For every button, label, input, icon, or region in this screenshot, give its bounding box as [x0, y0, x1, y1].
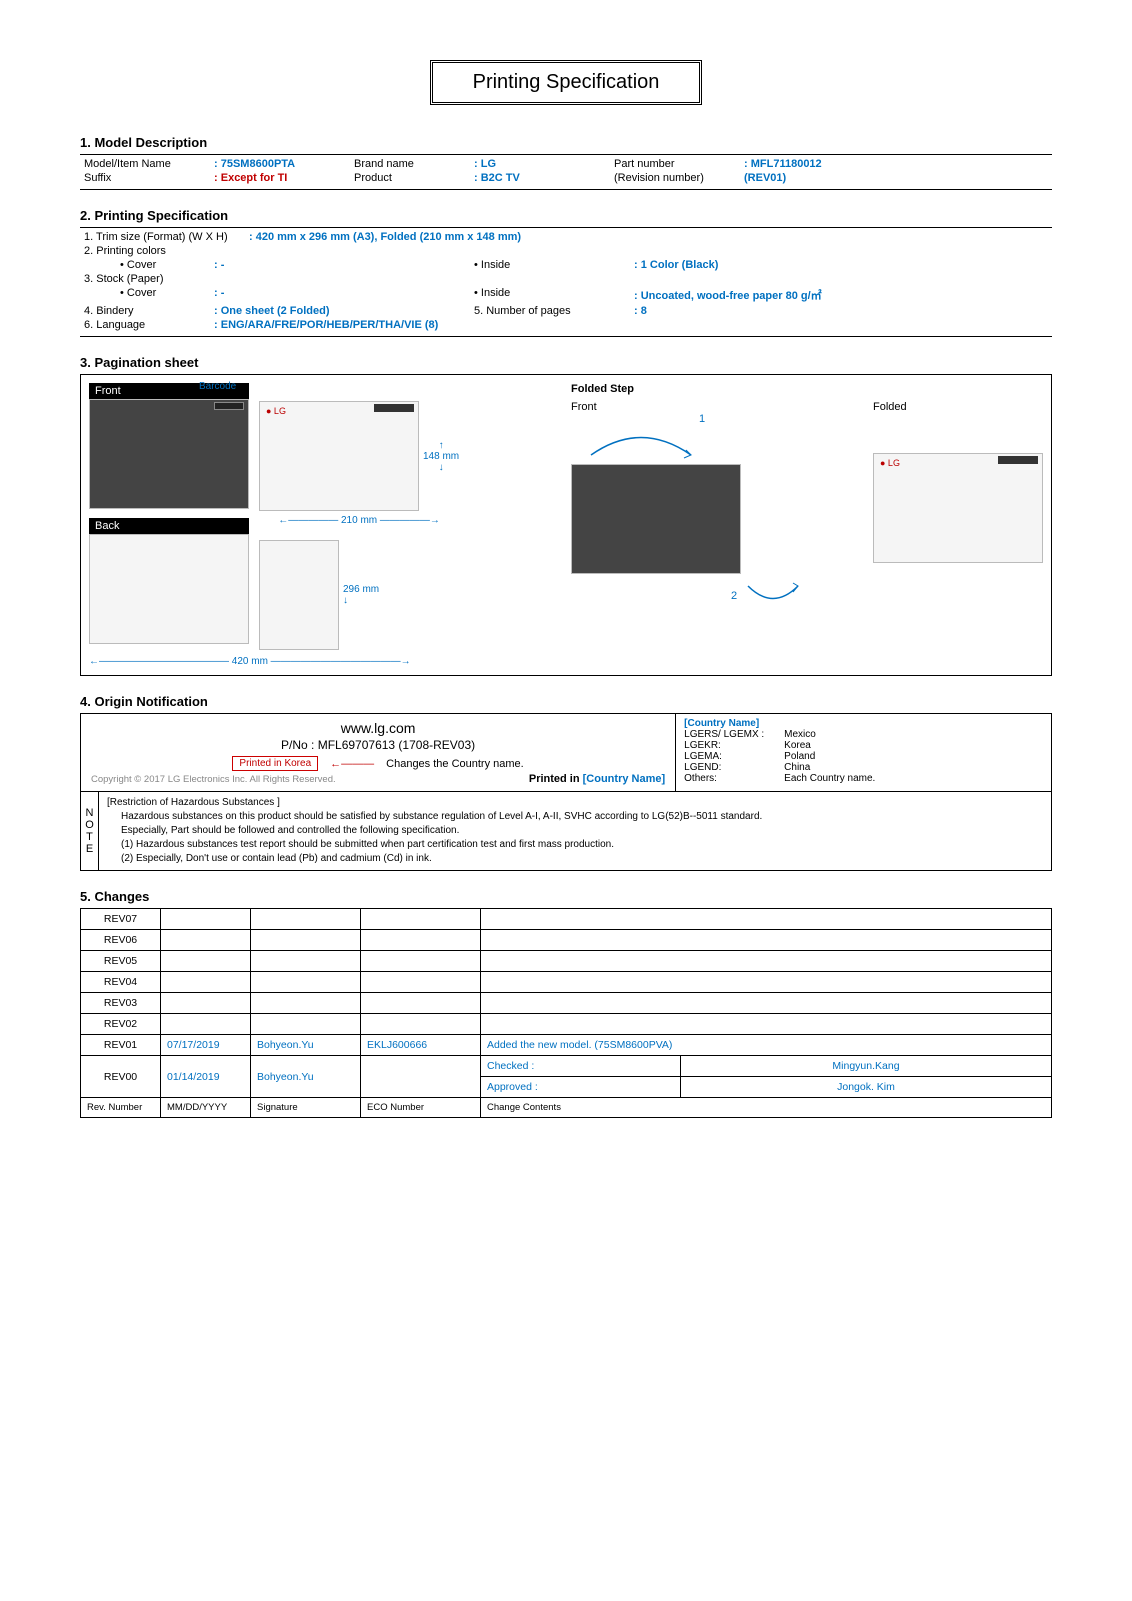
language-value: : ENG/ARA/FRE/POR/HEB/PER/THA/VIE (8)	[210, 318, 442, 332]
printing-colors-label: 2. Printing colors	[80, 244, 170, 258]
revision-number-label: (Revision number)	[610, 171, 740, 185]
country-value: Each Country name.	[784, 773, 875, 784]
trim-size-label: 1. Trim size (Format) (W X H)	[80, 230, 245, 244]
table-row: REV02	[81, 1014, 1052, 1035]
dim-296: 296 mm	[343, 584, 379, 595]
inside-paper-label: • Inside	[470, 286, 630, 304]
table-row: REV06	[81, 930, 1052, 951]
origin-pno: P/No : MFL69707613 (1708-REV03)	[91, 738, 665, 752]
section-5-header: 5. Changes	[80, 889, 1052, 904]
note-line-1: Hazardous substances on this product sho…	[121, 810, 1043, 824]
origin-url: www.lg.com	[91, 720, 665, 736]
printed-in-korea-badge: Printed in Korea	[232, 756, 318, 771]
back-label: Back	[95, 520, 119, 532]
fold-num-1: 1	[571, 413, 833, 425]
country-value: Korea	[784, 740, 811, 751]
section-4-header: 4. Origin Notification	[80, 694, 1052, 709]
model-name-value: : 75SM8600PTA	[210, 157, 350, 171]
hazardous-note-box: NOTE [Restriction of Hazardous Substance…	[80, 792, 1052, 871]
country-value: China	[784, 762, 810, 773]
cover-paper-label: • Cover	[80, 286, 210, 304]
table-header-row: Rev. NumberMM/DD/YYYYSignatureECO Number…	[81, 1098, 1052, 1118]
changes-table: REV07REV06REV05REV04REV03REV02REV0107/17…	[80, 908, 1052, 1118]
printed-in-country: Printed in [Country Name]	[529, 773, 665, 785]
pages-label: 5. Number of pages	[470, 304, 630, 318]
section-3-header: 3. Pagination sheet	[80, 355, 1052, 370]
folded-label: Folded	[873, 401, 1043, 413]
country-key: LGEMA:	[684, 751, 784, 762]
cover-color-label: • Cover	[80, 258, 210, 272]
table-row: REV0001/14/2019Bohyeon.YuChecked :Mingyu…	[81, 1056, 1052, 1077]
revision-number-value: (REV01)	[740, 171, 790, 185]
country-key: LGEKR:	[684, 740, 784, 751]
table-row: REV0107/17/2019Bohyeon.YuEKLJ600666Added…	[81, 1035, 1052, 1056]
part-number-value: : MFL71180012	[740, 157, 826, 171]
note-line-3: (1) Hazardous substances test report sho…	[121, 838, 1043, 852]
page-title: Printing Specification	[473, 71, 660, 93]
product-value: : B2C TV	[470, 171, 610, 185]
barcode-label: Barcode	[199, 381, 236, 392]
bindery-label: 4. Bindery	[80, 304, 210, 318]
dim-420: 420 mm	[232, 656, 268, 667]
section-2-header: 2. Printing Specification	[80, 208, 1052, 223]
cover-paper-value: : -	[210, 286, 470, 304]
dim-148: 148 mm	[423, 451, 459, 462]
country-key: LGERS/ LGEMX :	[684, 729, 784, 740]
printing-spec-block: 1. Trim size (Format) (W X H) : 420 mm x…	[80, 227, 1052, 337]
suffix-value: : Except for TI	[210, 171, 350, 185]
country-name-header: [Country Name]	[684, 718, 1043, 729]
table-row: REV04	[81, 972, 1052, 993]
table-row: REV07	[81, 909, 1052, 930]
table-row: REV03	[81, 993, 1052, 1014]
pages-value: : 8	[630, 304, 651, 318]
front-label: Front	[95, 385, 121, 397]
table-row: REV05	[81, 951, 1052, 972]
cover-color-value: : -	[210, 258, 470, 272]
fold-num-2: 2	[731, 590, 737, 602]
front-label-2: Front	[571, 401, 833, 413]
stock-paper-label: 3. Stock (Paper)	[80, 272, 167, 286]
country-key: Others:	[684, 773, 784, 784]
country-value: Mexico	[784, 729, 816, 740]
dim-210: 210 mm	[341, 515, 377, 526]
inside-color-value: : 1 Color (Black)	[630, 258, 722, 272]
bindery-value: : One sheet (2 Folded)	[210, 304, 470, 318]
country-key: LGEND:	[684, 762, 784, 773]
inside-color-label: • Inside	[470, 258, 630, 272]
page-title-box: Printing Specification	[430, 60, 703, 105]
note-line-4: (2) Especially, Don't use or contain lea…	[121, 852, 1043, 866]
fold-arrow-icon	[571, 425, 711, 465]
country-value: Poland	[784, 751, 815, 762]
section-1-header: 1. Model Description	[80, 135, 1052, 150]
fold-arrow-2-icon	[743, 581, 803, 611]
part-number-label: Part number	[610, 157, 740, 171]
note-header: [Restriction of Hazardous Substances ]	[107, 796, 1043, 810]
trim-size-value: : 420 mm x 296 mm (A3), Folded (210 mm x…	[245, 230, 525, 244]
copyright-text: Copyright © 2017 LG Electronics Inc. All…	[91, 774, 336, 785]
brand-name-value: : LG	[470, 157, 610, 171]
model-description-block: Model/Item Name : 75SM8600PTA Brand name…	[80, 154, 1052, 190]
suffix-label: Suffix	[80, 171, 210, 185]
note-line-2: Especially, Part should be followed and …	[121, 824, 1043, 838]
model-name-label: Model/Item Name	[80, 157, 210, 171]
pagination-sheet-box: Front Barcode Back ● LG	[80, 374, 1052, 676]
origin-notification-box: www.lg.com P/No : MFL69707613 (1708-REV0…	[80, 713, 1052, 792]
folded-step-label: Folded Step	[571, 383, 1043, 395]
changes-country-text: Changes the Country name.	[386, 758, 524, 770]
brand-name-label: Brand name	[350, 157, 470, 171]
language-label: 6. Language	[80, 318, 210, 332]
arrow-left-icon: ←―――	[330, 758, 374, 770]
inside-paper-value: : Uncoated, wood-free paper 80 g/㎡	[630, 286, 826, 304]
note-tab: NOTE	[81, 792, 99, 870]
product-label: Product	[350, 171, 470, 185]
